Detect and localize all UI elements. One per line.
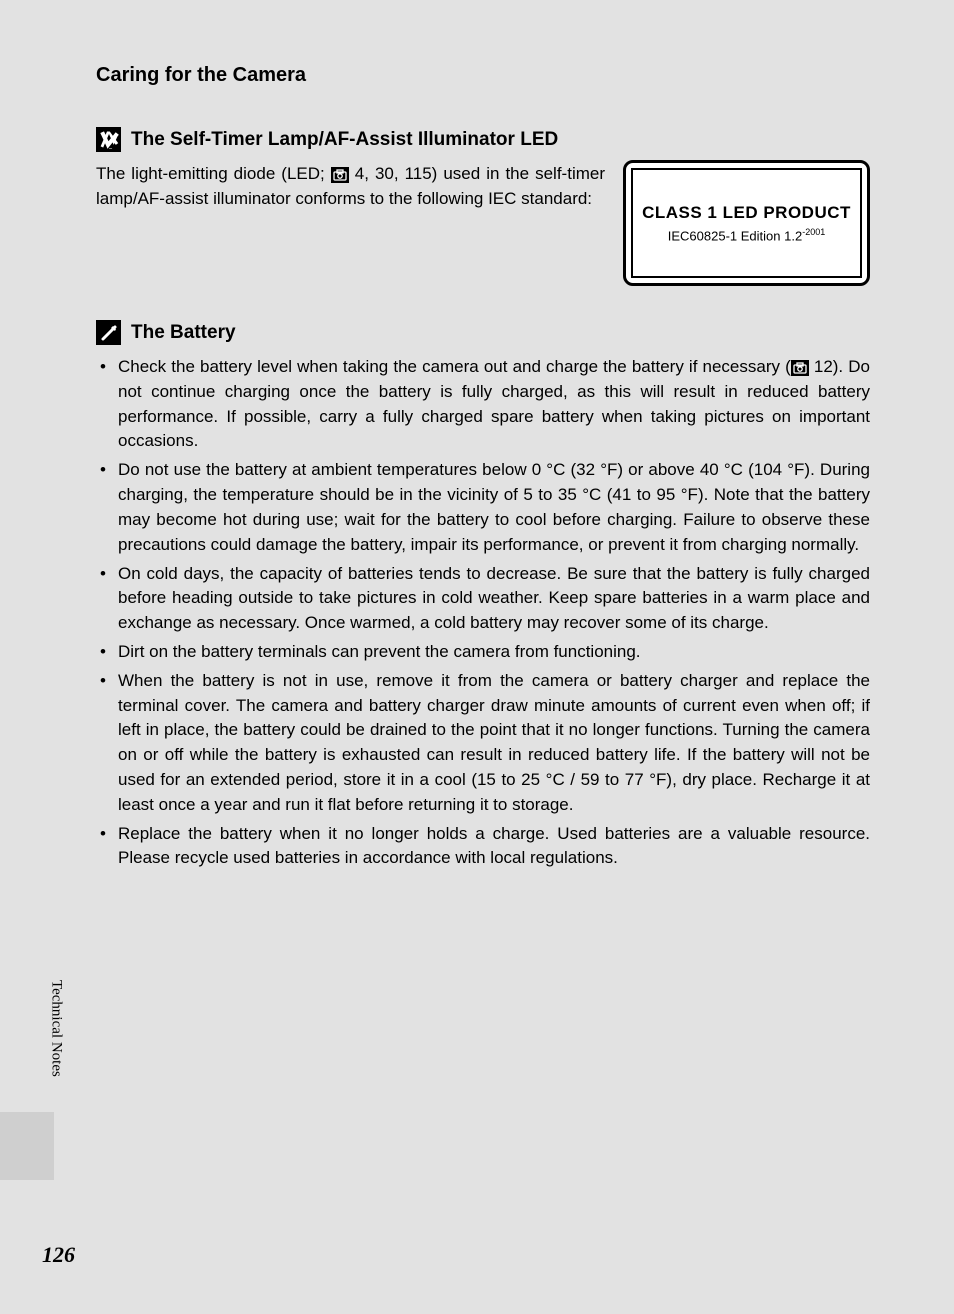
section1-body: The light-emitting diode (LED; 4, 30, 11…	[96, 162, 870, 286]
page-ref-icon	[791, 360, 809, 376]
led-label-line2a: IEC60825-1 Edition 1.2	[668, 228, 802, 243]
section1-text-before: The light-emitting diode (LED;	[96, 164, 331, 183]
section2-title: The Battery	[131, 322, 236, 344]
list-item: On cold days, the capacity of batteries …	[96, 562, 870, 636]
list-item: When the battery is not in use, remove i…	[96, 669, 870, 818]
caution-icon	[96, 127, 121, 152]
page-ref-icon	[331, 167, 349, 183]
list-item: Replace the battery when it no longer ho…	[96, 822, 870, 872]
list-item: Do not use the battery at ambient temper…	[96, 458, 870, 557]
side-thumb-tab	[0, 1112, 54, 1180]
led-label-line2sup: -2001	[802, 227, 825, 237]
side-tab-label: Technical Notes	[48, 980, 65, 1077]
led-class-label: CLASS 1 LED PRODUCT IEC60825-1 Edition 1…	[623, 160, 870, 286]
page-container: Caring for the Camera The Self-Timer Lam…	[0, 0, 954, 1314]
led-label-line2: IEC60825-1 Edition 1.2-2001	[668, 227, 825, 243]
list-item: Dirt on the battery terminals can preven…	[96, 640, 870, 665]
bullet-0-before: Check the battery level when taking the …	[118, 357, 791, 376]
section1-heading: The Self-Timer Lamp/AF-Assist Illuminato…	[96, 127, 870, 152]
side-tab: Technical Notes	[44, 960, 68, 1096]
section1-title: The Self-Timer Lamp/AF-Assist Illuminato…	[131, 129, 558, 151]
note-icon	[96, 320, 121, 345]
battery-bullet-list: Check the battery level when taking the …	[96, 355, 870, 871]
led-label-line1: CLASS 1 LED PRODUCT	[642, 203, 851, 223]
section2-heading: The Battery	[96, 320, 870, 345]
section1-text: The light-emitting diode (LED; 4, 30, 11…	[96, 162, 605, 286]
list-item: Check the battery level when taking the …	[96, 355, 870, 454]
led-class-label-inner: CLASS 1 LED PRODUCT IEC60825-1 Edition 1…	[631, 168, 862, 278]
page-header-title: Caring for the Camera	[96, 64, 870, 87]
page-number: 126	[42, 1242, 75, 1268]
